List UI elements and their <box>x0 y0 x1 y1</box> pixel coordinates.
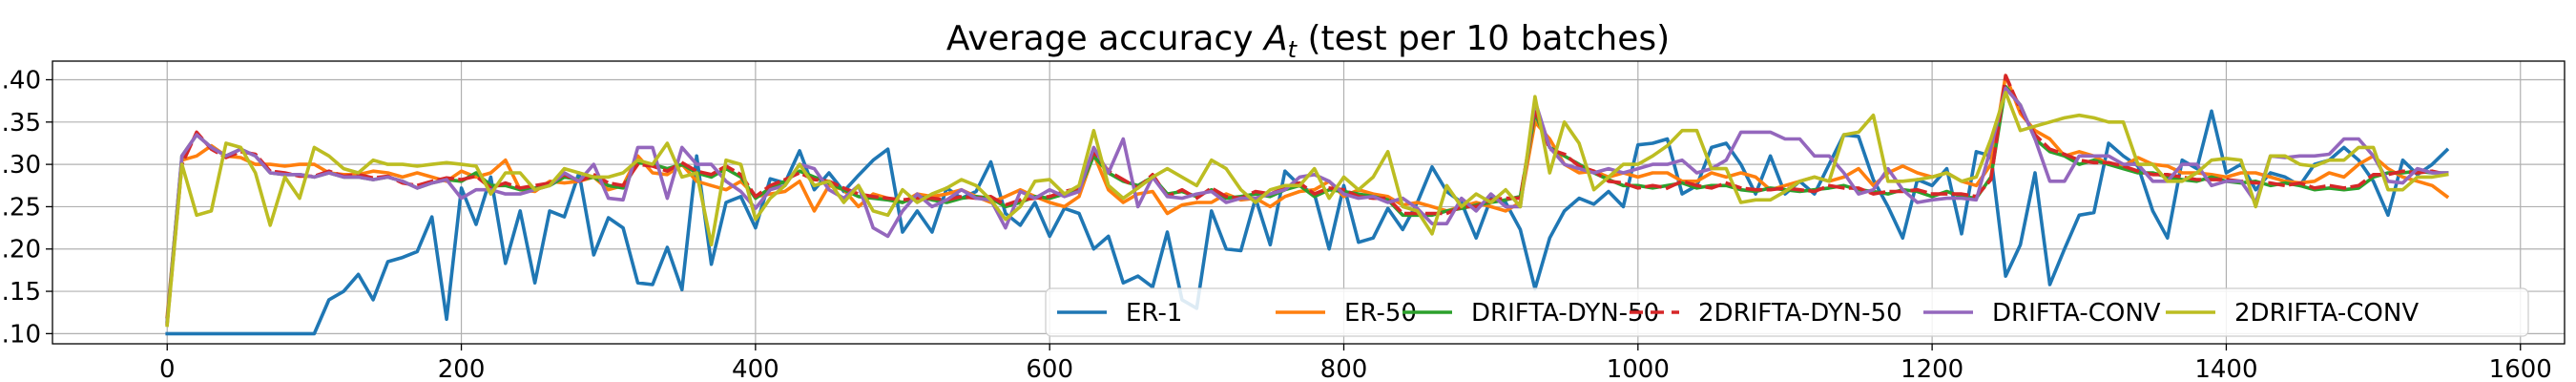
y-axis: 0.10 0.15 0.20 0.25 0.30 0.35 0.40 <box>0 66 52 349</box>
legend-label: 2DRIFTA-DYN-50 <box>1698 299 1902 328</box>
legend: ER-1 ER-50 DRIFTA-DYN-50 2DRIFTA-DYN-50 DRIF… <box>1045 287 2529 337</box>
legend-label: ER-1 <box>1126 299 1182 328</box>
title-pre: Average accuracy <box>946 19 1264 58</box>
x-tick-label: 1200 <box>1901 355 1963 382</box>
series-line-drifta-conv <box>165 86 2449 325</box>
x-tick-label: 600 <box>1026 355 1073 382</box>
x-tick-label: 200 <box>438 355 486 382</box>
chart-title: Average accuracy At (test per 10 batches… <box>946 19 1670 63</box>
y-tick-label: 0.40 <box>0 66 41 95</box>
series-line-2drifta-conv <box>165 91 2449 328</box>
x-tick-label: 1000 <box>1607 355 1670 382</box>
x-axis: 0 200 400 600 800 1000 1200 1400 1600 <box>159 344 2552 382</box>
x-tick-label: 800 <box>1320 355 1368 382</box>
legend-label: 2DRIFTA-CONV <box>2234 299 2419 328</box>
legend-box <box>1045 287 2529 337</box>
x-tick-label: 400 <box>732 355 779 382</box>
series-line-er-1 <box>165 109 2450 336</box>
legend-label: DRIFTA-DYN-50 <box>1471 299 1659 328</box>
y-tick-label: 0.30 <box>0 151 41 180</box>
y-tick-label: 0.20 <box>0 236 41 265</box>
title-sub: t <box>1288 36 1298 63</box>
y-tick-label: 0.10 <box>0 320 41 349</box>
plot-frame <box>52 60 2566 345</box>
x-tick-label: 0 <box>159 355 176 382</box>
series-line-2drifta-dyn-50 <box>165 74 2449 326</box>
series-layer <box>165 74 2450 336</box>
title-var: A <box>1262 19 1288 58</box>
y-tick-label: 0.35 <box>0 109 41 138</box>
x-tick-label: 1400 <box>2194 355 2257 382</box>
x-tick-label: 1600 <box>2489 355 2552 382</box>
y-tick-label: 0.15 <box>0 278 41 307</box>
series-line-er-50 <box>165 74 2450 319</box>
legend-label: DRIFTA-CONV <box>1992 299 2161 328</box>
title-post: (test per 10 batches) <box>1297 19 1670 58</box>
y-tick-label: 0.25 <box>0 193 41 222</box>
